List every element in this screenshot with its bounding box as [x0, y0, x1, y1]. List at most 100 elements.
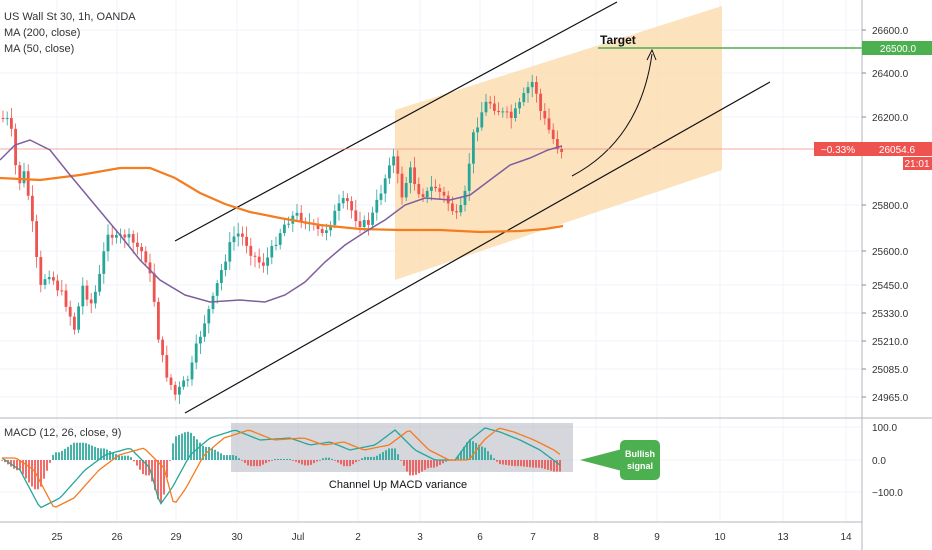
- candle-body: [371, 212, 374, 225]
- ma200-legend[interactable]: MA (200, close): [4, 27, 81, 39]
- macd-bar: [478, 444, 480, 460]
- macd-bar: [166, 460, 168, 478]
- macd-bar: [49, 460, 51, 463]
- macd-bar: [541, 460, 543, 469]
- candle-body: [224, 261, 227, 271]
- macd-tick-label: 0.0: [872, 456, 886, 467]
- candle-body: [182, 380, 185, 387]
- macd-bar: [43, 460, 45, 479]
- macd-bar: [175, 436, 177, 460]
- candle-body: [522, 93, 526, 103]
- macd-bar: [202, 445, 204, 460]
- macd-bar: [547, 460, 549, 470]
- ma50-legend[interactable]: MA (50, close): [4, 43, 75, 55]
- candle-body: [136, 242, 139, 247]
- macd-bar: [316, 460, 318, 462]
- candle-body: [497, 110, 500, 113]
- target-arrow-head: [646, 48, 657, 61]
- candle-body: [396, 156, 400, 174]
- time-tick-label: 25: [51, 532, 63, 543]
- price-tick-label: 25085.0: [872, 365, 909, 376]
- macd-bar: [22, 460, 24, 475]
- macd-bar: [379, 453, 381, 460]
- candle-body: [329, 224, 332, 231]
- candle-body: [278, 233, 282, 245]
- macd-bar: [1, 460, 3, 461]
- candle-body: [127, 234, 131, 238]
- candle-body: [434, 186, 437, 189]
- macd-bar: [88, 444, 90, 460]
- macd-bar: [544, 460, 546, 470]
- macd-bar: [250, 460, 252, 467]
- candle-body: [262, 262, 265, 266]
- macd-bar: [100, 448, 102, 460]
- macd-bar: [388, 448, 390, 460]
- candle-body: [215, 283, 219, 296]
- candle-body: [274, 244, 278, 247]
- macd-bar: [154, 460, 156, 491]
- candle-body: [207, 309, 211, 324]
- macd-bar: [286, 458, 288, 460]
- price-tick-label: 25600.0: [872, 247, 909, 258]
- macd-bar: [301, 460, 303, 465]
- macd-bar: [382, 452, 384, 460]
- candle-body: [379, 193, 383, 200]
- macd-bar: [373, 456, 375, 460]
- macd-bar: [55, 452, 57, 460]
- candle-body: [186, 379, 190, 381]
- candle-body: [530, 82, 534, 88]
- candle-body: [493, 103, 496, 111]
- macd-bar: [463, 446, 465, 460]
- macd-bar: [73, 442, 75, 460]
- macd-bar: [121, 455, 123, 460]
- macd-bar: [91, 445, 93, 460]
- channel-upper-line: [174, 1, 618, 242]
- candle-body: [232, 236, 236, 243]
- macd-bar: [472, 441, 474, 460]
- time-tick-label: 26: [111, 532, 123, 543]
- candle-body: [430, 186, 433, 191]
- macd-bar: [178, 434, 180, 460]
- macd-bar: [484, 447, 486, 460]
- macd-bar: [262, 460, 264, 465]
- macd-bar: [337, 460, 339, 463]
- candle-body: [442, 191, 446, 196]
- candle-body: [94, 291, 97, 304]
- candle-body: [526, 87, 530, 94]
- macd-bar: [136, 460, 138, 466]
- candle-body: [173, 384, 177, 395]
- symbol-title[interactable]: US Wall St 30, 1h, OANDA: [4, 11, 136, 23]
- ma200-line: [0, 166, 564, 234]
- macd-bar: [172, 443, 174, 460]
- macd-bar: [220, 453, 222, 460]
- macd-bar: [133, 460, 135, 462]
- macd-legend[interactable]: MACD (12, 26, close, 9): [4, 427, 122, 439]
- macd-bar: [247, 460, 249, 466]
- target-price-text: 26500.0: [880, 44, 917, 55]
- macd-bar: [532, 460, 534, 468]
- time-tick-label: 8: [593, 532, 599, 543]
- candle-body: [299, 212, 303, 222]
- time-tick-label: 2: [355, 532, 361, 543]
- macd-bar: [58, 452, 60, 460]
- macd-bar: [358, 460, 360, 461]
- macd-bar: [550, 460, 552, 471]
- macd-bar: [259, 460, 261, 467]
- macd-bar: [445, 460, 447, 462]
- candle-body: [123, 234, 127, 238]
- candle-body: [417, 184, 421, 195]
- candle-body: [518, 102, 521, 109]
- macd-bar: [139, 460, 141, 470]
- macd-bar: [433, 460, 435, 468]
- macd-bar: [241, 460, 243, 461]
- macd-bar: [85, 443, 87, 460]
- candle-body: [325, 230, 328, 233]
- target-label: Target: [600, 33, 636, 47]
- candle-body: [203, 323, 206, 337]
- candle-body: [451, 203, 454, 212]
- candle-body: [362, 220, 366, 227]
- macd-bar: [283, 458, 285, 460]
- price-tick-label: 24965.0: [872, 393, 909, 404]
- candle-body: [514, 108, 517, 119]
